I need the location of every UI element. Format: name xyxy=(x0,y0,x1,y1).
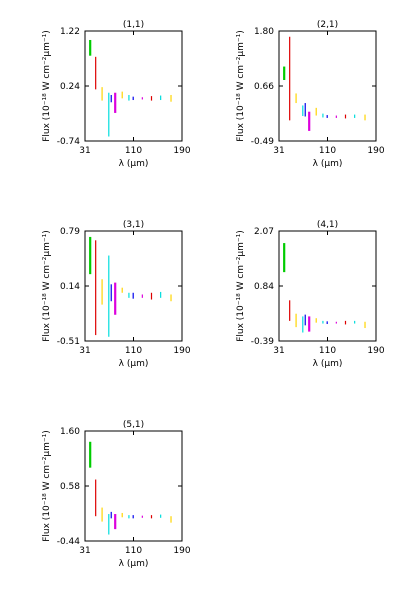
y-axis-label: Flux (10⁻¹⁸ W cm⁻²μm⁻¹) xyxy=(236,30,246,142)
x-tick-label: 190 xyxy=(367,146,384,156)
y-axis-label: Flux (10⁻¹⁸ W cm⁻²μm⁻¹) xyxy=(42,430,52,542)
panel-title: (4,1) xyxy=(317,220,338,230)
plot-frame xyxy=(84,430,183,542)
x-tick-label: 190 xyxy=(173,346,190,356)
y-axis-label: Flux (10⁻¹⁸ W cm⁻²μm⁻¹) xyxy=(236,230,246,342)
x-tick-label: 110 xyxy=(125,346,142,356)
x-tick-label: 31 xyxy=(79,146,90,156)
x-tick-label: 110 xyxy=(319,346,336,356)
y-tick-label: -0.44 xyxy=(57,537,81,547)
y-tick-label: 0.24 xyxy=(60,82,80,92)
x-axis-label: λ (μm) xyxy=(119,559,149,569)
y-tick-label: -0.51 xyxy=(57,337,80,347)
y-tick-label: 1.22 xyxy=(60,27,80,37)
y-tick-label: 0.58 xyxy=(60,482,80,492)
y-tick-label: 0.84 xyxy=(254,282,274,292)
y-tick-label: 1.80 xyxy=(254,27,274,37)
y-tick-label: -0.49 xyxy=(251,137,275,147)
panel-title: (5,1) xyxy=(123,420,144,430)
x-axis-label: λ (μm) xyxy=(119,359,149,369)
x-tick-label: 110 xyxy=(125,146,142,156)
x-tick-label: 31 xyxy=(79,346,90,356)
y-tick-label: -0.39 xyxy=(251,337,275,347)
x-tick-label: 31 xyxy=(79,546,90,556)
x-tick-label: 110 xyxy=(125,546,142,556)
x-axis-label: λ (μm) xyxy=(313,159,343,169)
plot-frame xyxy=(84,30,183,142)
panel-title: (1,1) xyxy=(123,20,144,30)
panel-title: (3,1) xyxy=(123,220,144,230)
y-axis-label: Flux (10⁻¹⁸ W cm⁻²μm⁻¹) xyxy=(42,230,52,342)
y-tick-label: 2.07 xyxy=(254,227,274,237)
y-tick-label: -0.74 xyxy=(57,137,81,147)
plot-frame xyxy=(84,230,183,342)
x-tick-label: 190 xyxy=(367,346,384,356)
y-axis-label: Flux (10⁻¹⁸ W cm⁻²μm⁻¹) xyxy=(42,30,52,142)
plot-frame xyxy=(278,230,377,342)
x-tick-label: 190 xyxy=(173,146,190,156)
y-tick-label: 0.79 xyxy=(60,227,80,237)
panel-title: (2,1) xyxy=(317,20,338,30)
plot-frame xyxy=(278,30,377,142)
y-tick-label: 0.66 xyxy=(254,82,274,92)
x-tick-label: 110 xyxy=(319,146,336,156)
x-tick-label: 190 xyxy=(173,546,190,556)
x-tick-label: 31 xyxy=(273,146,284,156)
x-axis-label: λ (μm) xyxy=(313,359,343,369)
y-tick-label: 1.60 xyxy=(60,427,80,437)
y-tick-label: 0.14 xyxy=(60,282,80,292)
x-tick-label: 31 xyxy=(273,346,284,356)
x-axis-label: λ (μm) xyxy=(119,159,149,169)
